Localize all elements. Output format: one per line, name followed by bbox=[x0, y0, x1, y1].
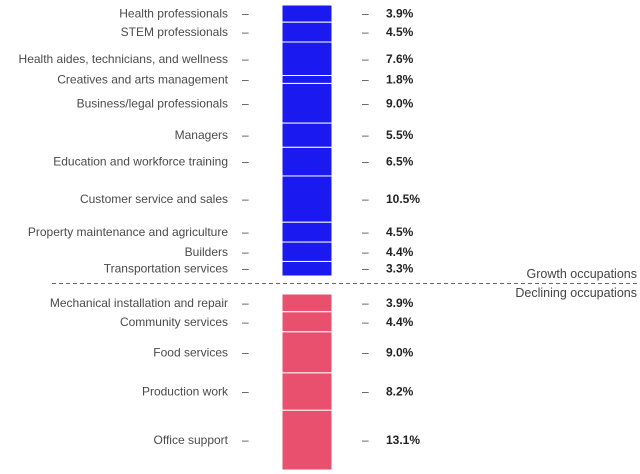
tick-dash: – bbox=[362, 52, 369, 66]
tick-dash: – bbox=[242, 315, 249, 329]
value-label: 8.2% bbox=[386, 385, 414, 399]
tick-dash: – bbox=[242, 345, 249, 359]
category-label: Production work bbox=[142, 385, 229, 399]
tick-dash: – bbox=[242, 128, 249, 142]
tick-dash: – bbox=[362, 433, 369, 447]
tick-dash: – bbox=[362, 155, 369, 169]
category-label: Business/legal professionals bbox=[77, 96, 228, 110]
tick-dash: – bbox=[362, 225, 369, 239]
bar-segments bbox=[281, 4, 333, 471]
tick-dash: – bbox=[362, 7, 369, 21]
value-label: 4.4% bbox=[386, 245, 414, 259]
bar-segment bbox=[281, 41, 333, 77]
category-label: Managers bbox=[175, 128, 228, 142]
tick-dash: – bbox=[242, 262, 249, 276]
tick-dash: – bbox=[362, 96, 369, 110]
tick-dash: – bbox=[362, 345, 369, 359]
category-label: Mechanical installation and repair bbox=[50, 296, 228, 310]
tick-dash: – bbox=[362, 128, 369, 142]
tick-dash: – bbox=[362, 262, 369, 276]
category-labels: Health professionals – –3.9%STEM professio… bbox=[19, 7, 421, 448]
tick-dash: – bbox=[242, 296, 249, 310]
tick-dash: – bbox=[242, 155, 249, 169]
bar-segment bbox=[281, 409, 333, 471]
category-label: Customer service and sales bbox=[80, 192, 228, 206]
tick-dash: – bbox=[362, 296, 369, 310]
category-label: Property maintenance and agriculture bbox=[28, 225, 228, 239]
category-label: Health professionals bbox=[119, 7, 228, 21]
category-label: Education and workforce training bbox=[53, 155, 228, 169]
tick-dash: – bbox=[362, 72, 369, 86]
bar-segment bbox=[281, 331, 333, 374]
value-label: 7.6% bbox=[386, 52, 414, 66]
bar-segment bbox=[281, 293, 333, 313]
category-label: Builders bbox=[185, 245, 228, 259]
declining-group-label: Declining occupations bbox=[515, 286, 637, 300]
tick-dash: – bbox=[362, 315, 369, 329]
bar-segment bbox=[281, 241, 333, 262]
value-label: 6.5% bbox=[386, 155, 414, 169]
tick-dash: – bbox=[242, 25, 249, 39]
value-label: 4.5% bbox=[386, 25, 414, 39]
value-label: 9.0% bbox=[386, 345, 414, 359]
bar-segment bbox=[281, 4, 333, 23]
category-label: Food services bbox=[153, 345, 228, 359]
bar-segment bbox=[281, 75, 333, 84]
category-label: STEM professionals bbox=[121, 25, 228, 39]
value-label: 3.9% bbox=[386, 296, 414, 310]
value-label: 3.3% bbox=[386, 262, 414, 276]
tick-dash: – bbox=[242, 7, 249, 21]
tick-dash: – bbox=[242, 245, 249, 259]
tick-dash: – bbox=[362, 385, 369, 399]
tick-dash: – bbox=[242, 72, 249, 86]
value-label: 1.8% bbox=[386, 72, 414, 86]
value-label: 13.1% bbox=[386, 433, 420, 447]
category-label: Health aides, technicians, and wellness bbox=[19, 52, 228, 66]
tick-dash: – bbox=[242, 96, 249, 110]
tick-dash: – bbox=[362, 25, 369, 39]
category-label: Creatives and arts management bbox=[57, 72, 228, 86]
category-label: Transportation services bbox=[104, 262, 228, 276]
category-label: Office support bbox=[154, 433, 229, 447]
value-label: 3.9% bbox=[386, 7, 414, 21]
value-label: 4.4% bbox=[386, 315, 414, 329]
bar-segment bbox=[281, 311, 333, 333]
value-label: 4.5% bbox=[386, 225, 414, 239]
tick-dash: – bbox=[242, 192, 249, 206]
value-label: 5.5% bbox=[386, 128, 414, 142]
tick-dash: – bbox=[242, 52, 249, 66]
category-label: Community services bbox=[120, 315, 228, 329]
tick-dash: – bbox=[242, 225, 249, 239]
tick-dash: – bbox=[362, 192, 369, 206]
value-label: 10.5% bbox=[386, 192, 420, 206]
tick-dash: – bbox=[242, 385, 249, 399]
bar-segment bbox=[281, 372, 333, 411]
bar-segment bbox=[281, 260, 333, 277]
tick-dash: – bbox=[242, 433, 249, 447]
value-label: 9.0% bbox=[386, 96, 414, 110]
bar-segment bbox=[281, 146, 333, 177]
bar-segment bbox=[281, 175, 333, 223]
growth-group-label: Growth occupations bbox=[527, 267, 637, 281]
bar-segment bbox=[281, 21, 333, 43]
bar-segment bbox=[281, 82, 333, 124]
bar-segment bbox=[281, 122, 333, 148]
tick-dash: – bbox=[362, 245, 369, 259]
bar-segment bbox=[281, 221, 333, 243]
